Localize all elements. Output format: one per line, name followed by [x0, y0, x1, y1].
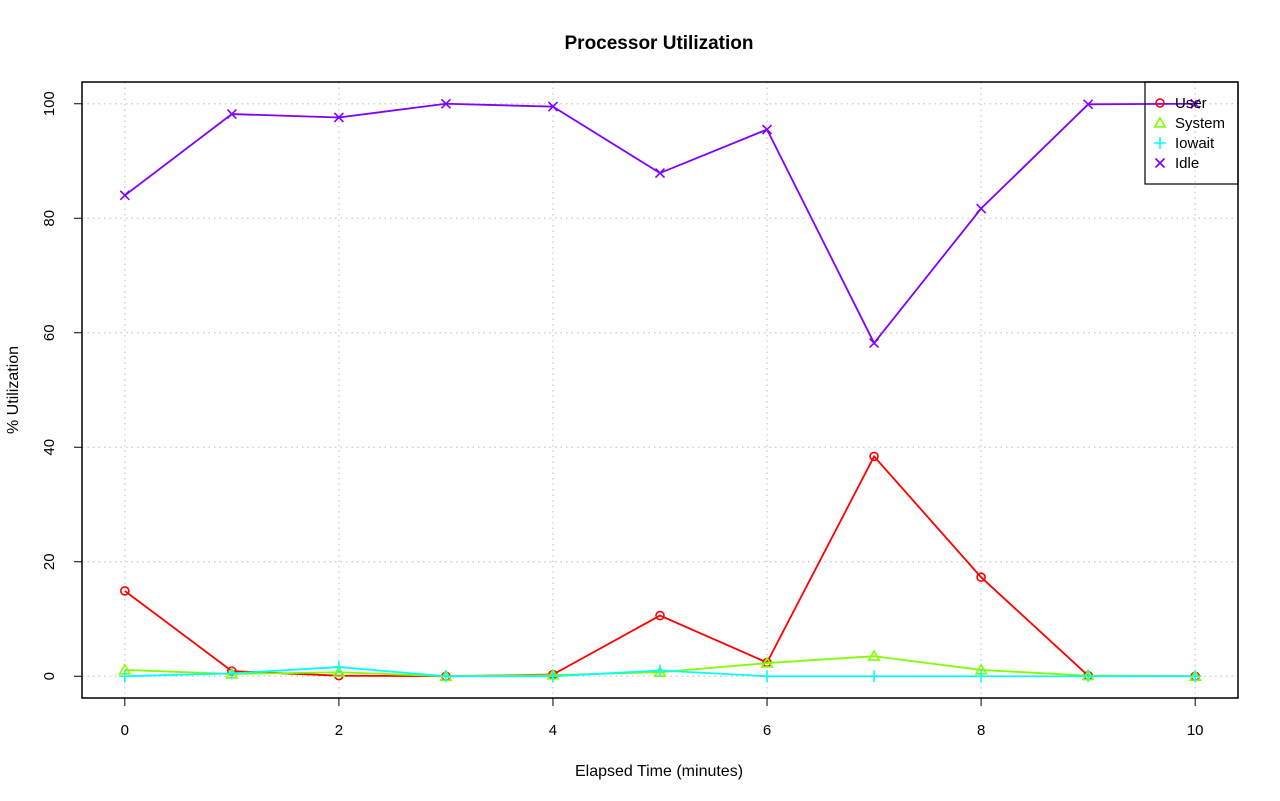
data-point-idle — [761, 124, 773, 135]
series-line-idle — [124, 102, 1196, 345]
series-line-user — [124, 454, 1196, 678]
data-point-idle — [976, 203, 987, 214]
legend-marker-user — [1155, 98, 1165, 108]
data-point-system — [760, 656, 774, 668]
data-point-idle — [226, 108, 237, 120]
y-tick-label: 100 — [41, 91, 58, 116]
x-tick-label: 6 — [763, 722, 771, 739]
series-user — [120, 451, 1200, 682]
data-point-idle — [547, 101, 559, 112]
data-point-iowait — [439, 670, 452, 683]
data-point-system — [867, 649, 881, 661]
x-tick-label: 2 — [335, 722, 343, 739]
data-point-idle — [1083, 99, 1094, 110]
legend-label-idle: Idle — [1175, 155, 1199, 172]
data-point-user — [120, 586, 130, 596]
data-point-user — [976, 572, 986, 583]
legend-label-system: System — [1175, 115, 1225, 132]
data-point-iowait — [225, 667, 238, 680]
grid-lines — [82, 82, 1238, 698]
data-point-user — [869, 451, 879, 462]
legend-marker-iowait — [1154, 137, 1166, 149]
data-point-iowait — [118, 670, 131, 683]
legend-label-iowait: Iowait — [1175, 135, 1215, 152]
series-lines — [118, 98, 1202, 683]
y-tick-label: 80 — [41, 210, 58, 227]
series-iowait — [118, 661, 1202, 683]
data-point-idle — [333, 112, 344, 123]
y-axis-label: % Utilization — [5, 346, 22, 434]
data-point-system — [332, 665, 346, 677]
data-point-idle — [1190, 98, 1201, 109]
series-idle — [119, 98, 1201, 349]
legend-box — [1144, 81, 1239, 185]
data-point-iowait — [1082, 670, 1095, 683]
data-point-idle — [654, 167, 666, 179]
data-point-idle — [119, 190, 130, 201]
x-tick-label: 10 — [1187, 722, 1204, 739]
plot-frame — [81, 81, 1239, 699]
data-point-iowait — [332, 661, 345, 674]
y-tick-label: 20 — [41, 553, 58, 570]
x-axis-label: Elapsed Time (minutes) — [575, 763, 743, 780]
x-tick-label: 0 — [121, 722, 129, 739]
data-point-iowait — [546, 670, 559, 683]
data-point-idle — [869, 337, 880, 349]
chart-title: Processor Utilization — [565, 33, 754, 54]
data-point-user — [655, 610, 665, 621]
data-point-iowait — [868, 670, 881, 683]
data-point-iowait — [654, 664, 666, 677]
x-tick-label: 4 — [549, 722, 557, 739]
legend-label-user: User — [1175, 95, 1207, 112]
data-point-iowait — [975, 670, 988, 683]
legend: User System Iowait Idle — [1144, 81, 1239, 185]
x-tick-label: 8 — [977, 722, 985, 739]
data-point-iowait — [1189, 670, 1202, 683]
y-tick-label: 0 — [41, 672, 58, 680]
data-point-idle — [440, 98, 451, 109]
legend-marker-idle — [1154, 157, 1166, 169]
legend-marker-system — [1153, 116, 1167, 128]
y-tick-label: 40 — [41, 439, 58, 456]
y-tick-label: 60 — [41, 324, 58, 341]
data-point-iowait — [761, 670, 774, 683]
